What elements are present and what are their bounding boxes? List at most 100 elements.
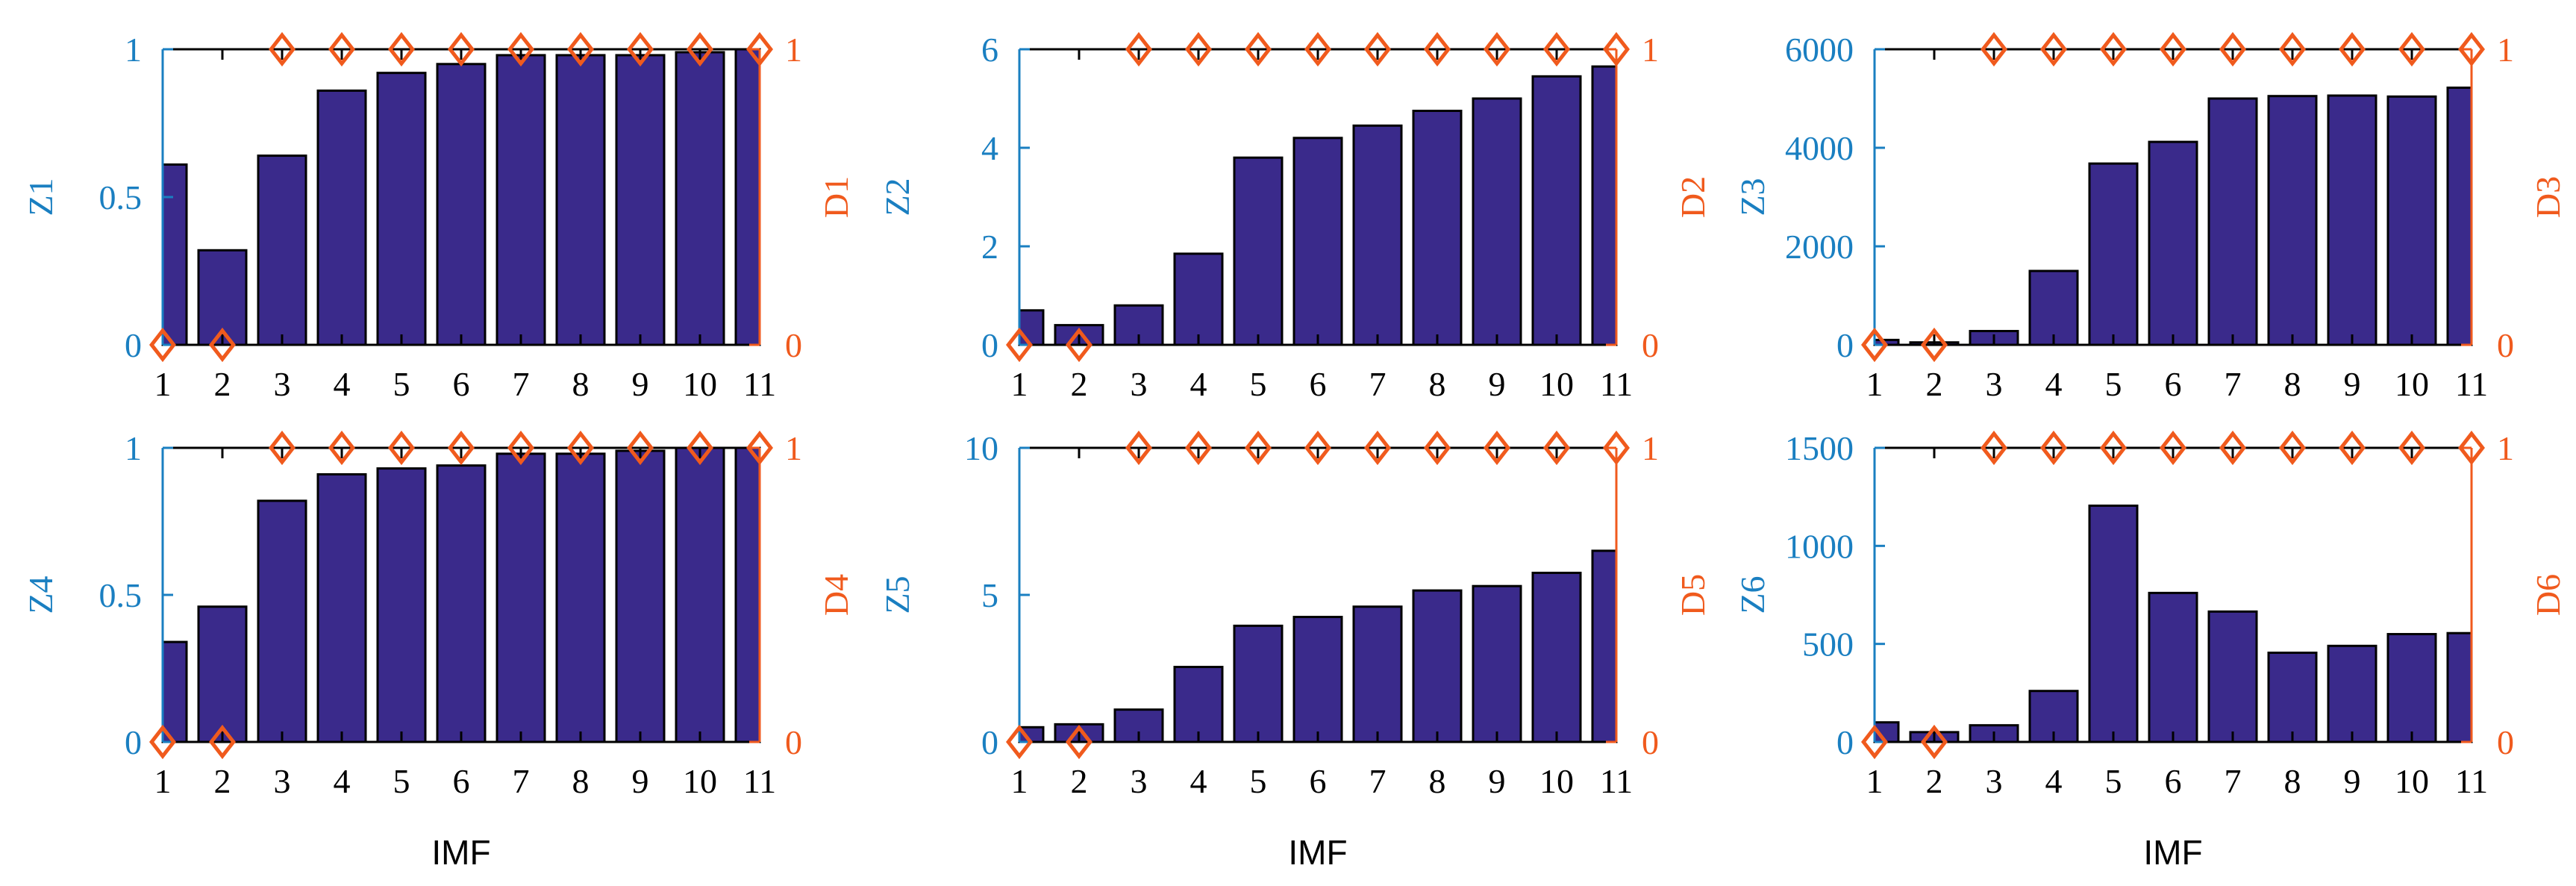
diamond-marker-9 — [1484, 430, 1510, 466]
x-tick-label: 9 — [632, 762, 649, 800]
diamond-marker-9 — [2339, 430, 2366, 466]
y-tick-label: 6000 — [1785, 31, 1854, 69]
bar-series — [161, 48, 761, 346]
y-tick-label: 2000 — [1785, 228, 1854, 266]
x-tick-label: 10 — [1539, 762, 1574, 800]
x-tick-label: 10 — [683, 762, 717, 800]
x-tick-label: 8 — [1429, 762, 1446, 800]
bar-11 — [1591, 549, 1618, 743]
diamond-marker-6 — [1304, 31, 1331, 67]
y2-axis-label: D1 — [817, 176, 855, 218]
x-tick-label: 9 — [1489, 762, 1506, 800]
diamond-marker-8 — [567, 31, 594, 67]
diamond-marker-6 — [2160, 31, 2186, 67]
bar-5 — [376, 467, 427, 743]
bar-8 — [555, 452, 606, 743]
y-tick-label: 1000 — [1785, 527, 1854, 565]
y-tick-label: 0 — [981, 723, 998, 761]
diamond-marker-11 — [1603, 31, 1630, 67]
x-axis-label: IMF — [431, 833, 490, 872]
x-tick-label: 2 — [1071, 762, 1088, 800]
diamond-marker-1 — [1006, 724, 1033, 760]
d-series-markers — [1006, 430, 1630, 760]
x-tick-label: 2 — [214, 365, 231, 403]
bar-6 — [2148, 140, 2198, 346]
y2-axis-label: D4 — [817, 574, 855, 616]
diamond-marker-5 — [388, 31, 415, 67]
bar-10 — [1531, 75, 1582, 346]
x-tick-label: 7 — [2225, 365, 2242, 403]
bar-series — [1018, 549, 1618, 743]
diamond-marker-7 — [1364, 430, 1391, 466]
y2-axis-label: D5 — [1674, 574, 1712, 616]
x-tick-label: 7 — [513, 762, 530, 800]
y-ticks: 0 5 10 — [964, 429, 1030, 761]
diamond-marker-10 — [2398, 430, 2425, 466]
diamond-marker-5 — [388, 430, 415, 466]
diamond-marker-7 — [507, 31, 534, 67]
y-tick-label: 0 — [981, 326, 998, 364]
x-tick-label: 1 — [1866, 365, 1883, 403]
x-tick-label: 9 — [2344, 365, 2361, 403]
diamond-marker-1 — [149, 724, 176, 760]
diamond-marker-1 — [1861, 724, 1888, 760]
x-tick-label: 3 — [274, 762, 291, 800]
bar-5 — [1233, 156, 1284, 346]
diamond-marker-10 — [687, 31, 713, 67]
bar-8 — [555, 54, 606, 346]
diamond-marker-2 — [1066, 327, 1092, 363]
x-tick-label: 11 — [2455, 365, 2488, 403]
x-tick-label: 5 — [393, 762, 410, 800]
bar-5 — [1233, 624, 1284, 743]
y-axis-label: Z3 — [1734, 178, 1772, 216]
x-tick-label: 11 — [1600, 762, 1633, 800]
diamond-marker-4 — [2040, 430, 2067, 466]
bar-11 — [2446, 86, 2473, 346]
x-ticks: 1 2 3 4 5 6 7 8 9 10 11 — [1011, 49, 1633, 403]
y2-tick-label: 0 — [2497, 723, 2514, 761]
diamond-marker-11 — [2458, 31, 2485, 67]
d-series-markers — [1861, 430, 2485, 760]
bar-3 — [1113, 708, 1164, 743]
bar-5 — [376, 72, 427, 346]
d-series-markers — [1861, 31, 2485, 363]
diamond-marker-9 — [1484, 31, 1510, 67]
x-tick-label: 10 — [1539, 365, 1574, 403]
y-ticks: 00.51 — [99, 429, 173, 761]
bar-10 — [2386, 95, 2437, 346]
diamond-marker-3 — [269, 430, 296, 466]
diamond-marker-4 — [2040, 31, 2067, 67]
y-axis-label: Z5 — [878, 575, 916, 614]
y2-tick-label: 1 — [785, 429, 802, 467]
diamond-marker-7 — [507, 430, 534, 466]
diamond-marker-4 — [1185, 31, 1212, 67]
y-ticks: 00.51 — [99, 31, 173, 364]
bar-5 — [2088, 162, 2139, 346]
x-tick-label: 11 — [743, 365, 776, 403]
x-tick-label: 4 — [2045, 762, 2063, 800]
bar-6 — [1292, 616, 1343, 743]
x-ticks: 1 2 3 4 5 6 7 8 9 10 11 — [154, 49, 776, 403]
x-tick-label: 6 — [453, 365, 470, 403]
bar-6 — [436, 63, 487, 346]
bar-11 — [2446, 631, 2473, 743]
diamond-marker-5 — [2100, 430, 2127, 466]
diamond-marker-6 — [1304, 430, 1331, 466]
y-tick-label: 1 — [125, 429, 142, 467]
x-tick-label: 11 — [743, 762, 776, 800]
x-tick-label: 10 — [2395, 762, 2429, 800]
y-tick-label: 1500 — [1785, 429, 1854, 467]
diamond-marker-2 — [1921, 327, 1948, 363]
diamond-marker-8 — [2279, 430, 2306, 466]
bar-1 — [1018, 309, 1045, 346]
bar-3 — [257, 155, 307, 346]
y2-tick-label: 1 — [1642, 429, 1659, 467]
bar-4 — [1173, 252, 1224, 346]
x-axis-label: IMF — [1288, 833, 1347, 872]
y-tick-label: 6 — [981, 31, 998, 69]
bar-8 — [1412, 110, 1463, 346]
diamond-marker-3 — [1981, 31, 2007, 67]
